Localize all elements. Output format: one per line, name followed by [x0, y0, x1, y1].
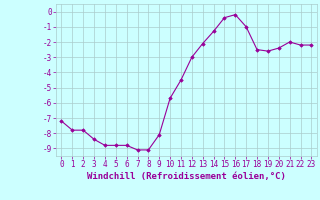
X-axis label: Windchill (Refroidissement éolien,°C): Windchill (Refroidissement éolien,°C) [87, 172, 286, 181]
